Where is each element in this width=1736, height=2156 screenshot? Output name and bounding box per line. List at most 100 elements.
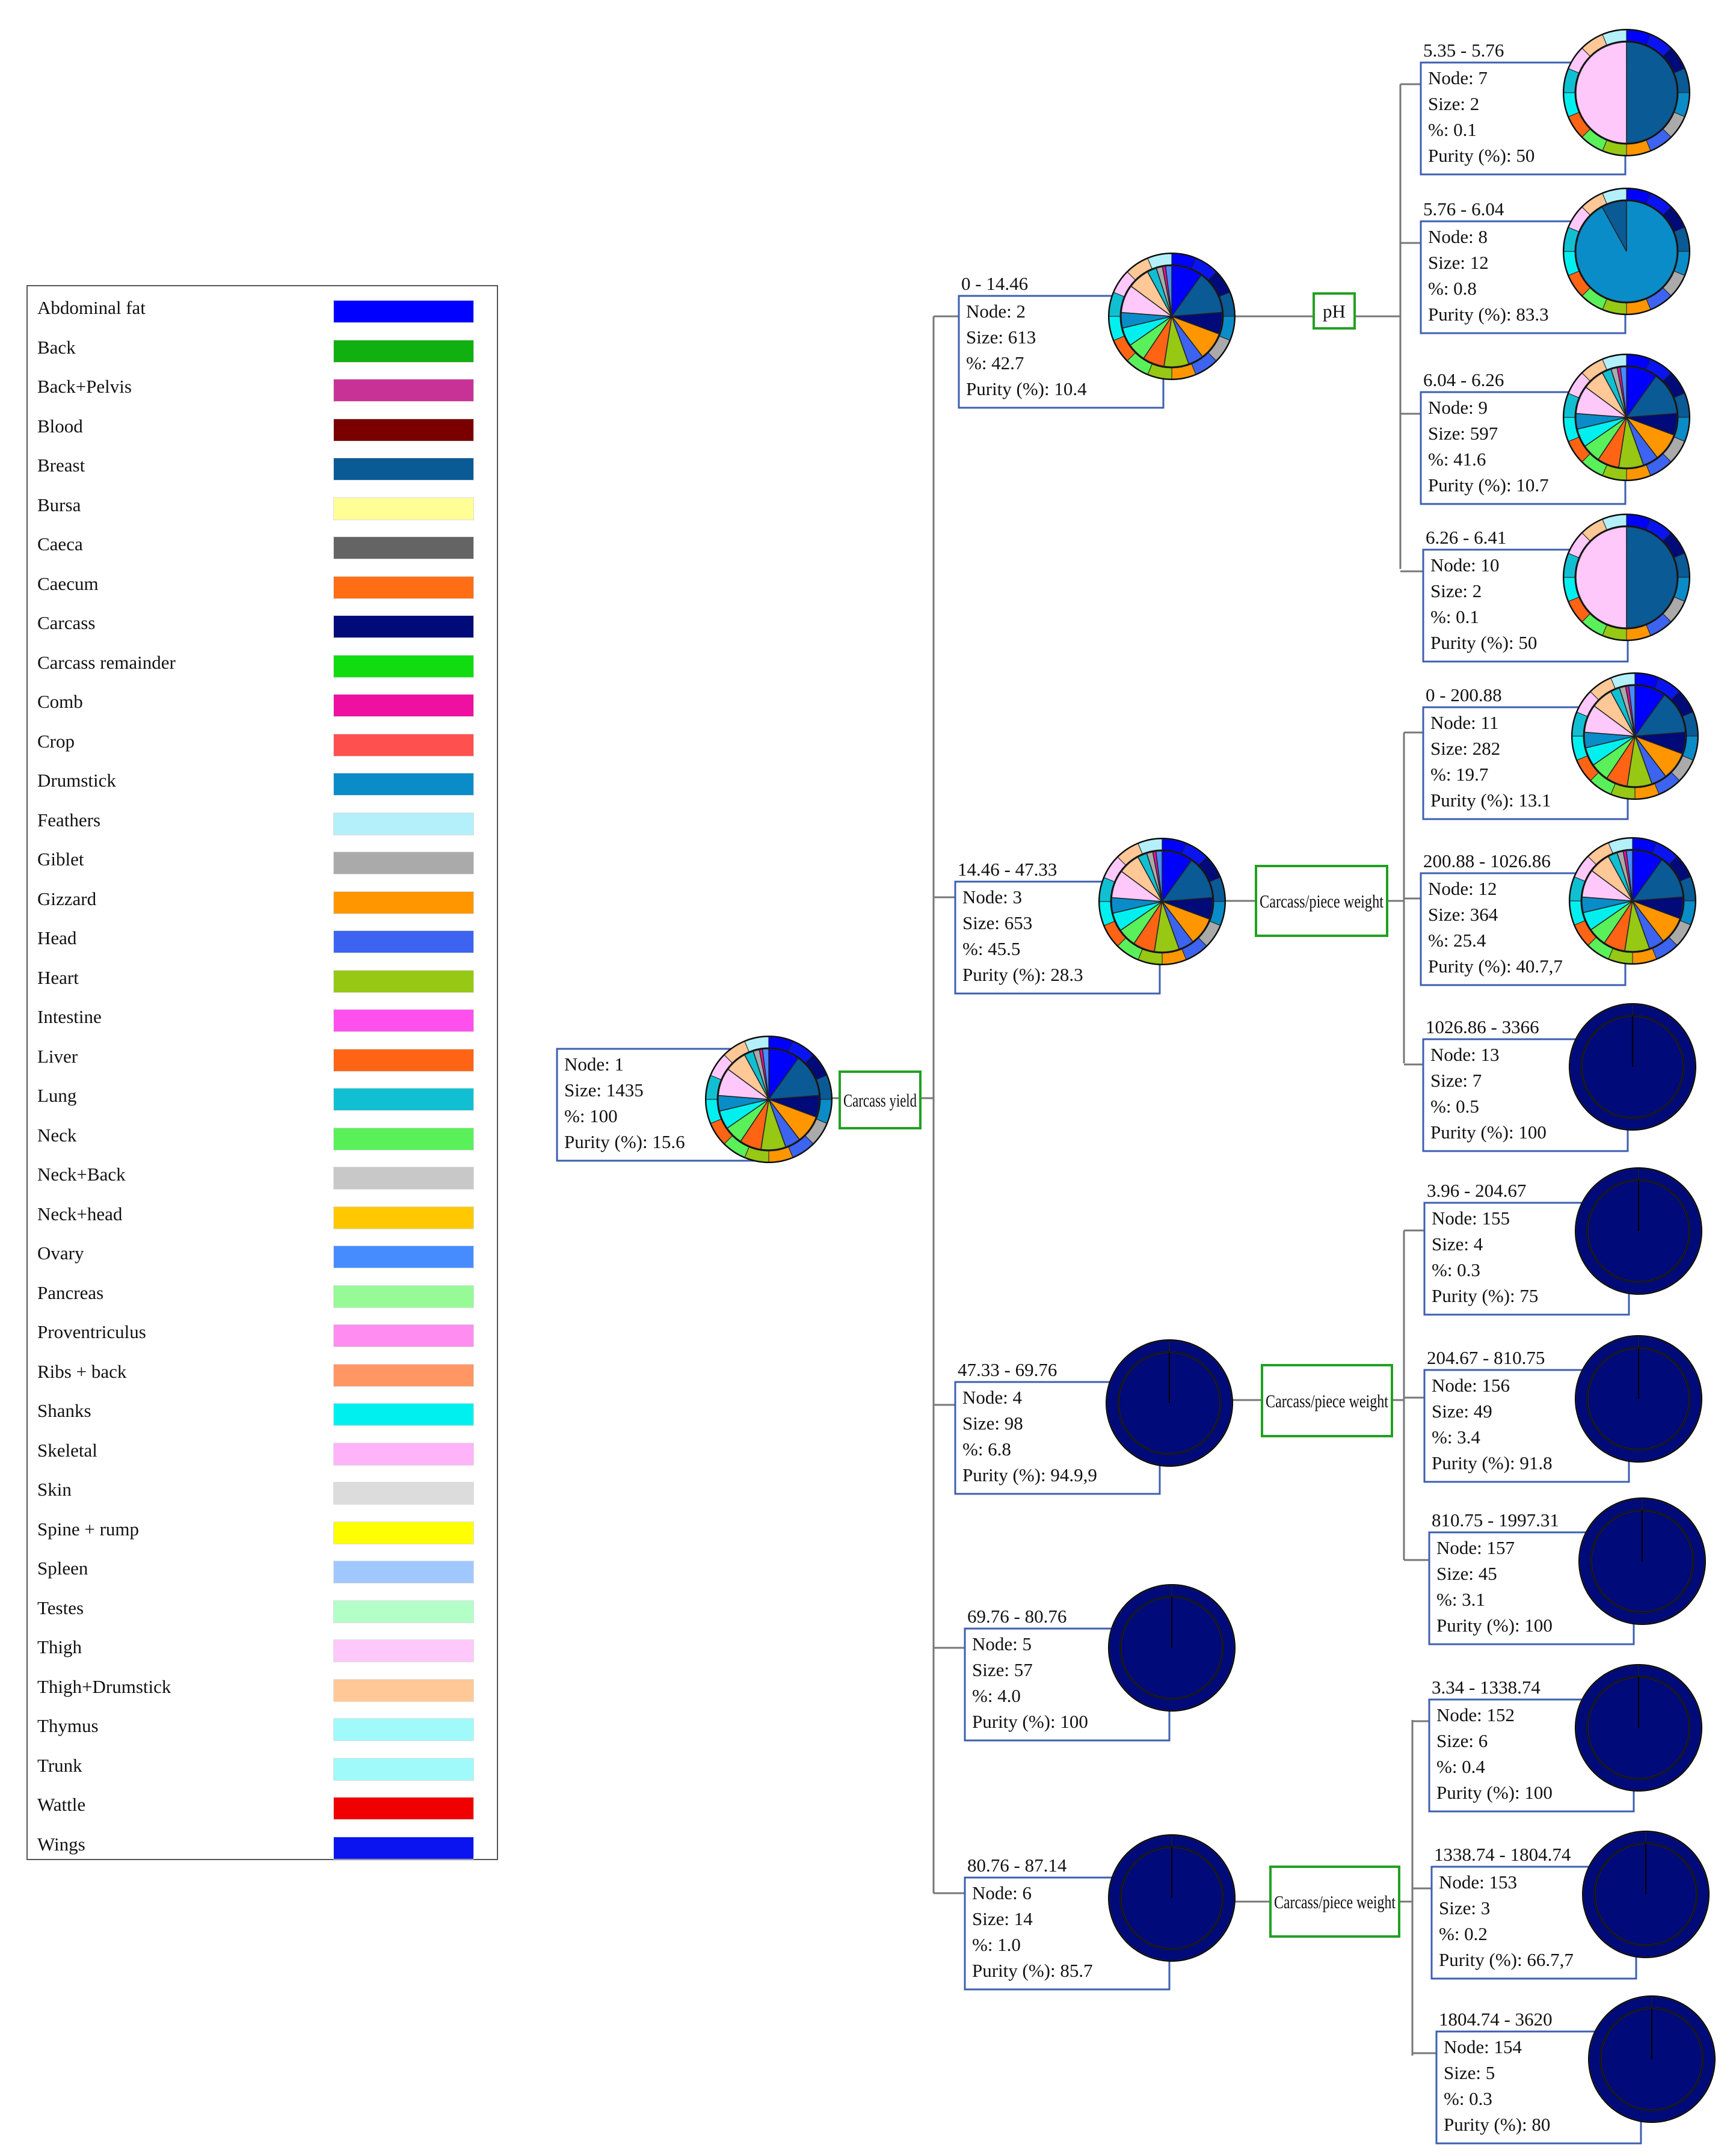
split-box-border [839, 1070, 922, 1129]
node-n156: 204.67 - 810.75 Node: 156 Size: 49 %: 3.4 Pu… [1423, 1335, 1702, 1483]
pie-ring-segment [1109, 1585, 1235, 1711]
legend-label: Testes [37, 1597, 84, 1618]
split-label: Carcass/piece weight [1266, 1390, 1388, 1411]
node-stat: Node: 5 [972, 1633, 1032, 1654]
legend-item: Breast [28, 450, 497, 490]
legend-item: Blood [28, 411, 497, 450]
legend-swatch [333, 1048, 474, 1072]
node-stat: Node: 2 [966, 301, 1026, 322]
node-range-label: 5.35 - 5.76 [1423, 40, 1504, 61]
node-n10: 6.26 - 6.41 Node: 10 Size: 2 %: 0.1 Purity (… [1422, 514, 1690, 663]
node-stat: %: 0.3 [1444, 2088, 1492, 2109]
node-stat: %: 0.1 [1430, 606, 1479, 627]
legend-swatch [333, 536, 474, 559]
legend-swatch [333, 576, 474, 599]
legend-label: Drumstick [37, 770, 116, 791]
node-n1: Node: 1 Size: 1435 %: 100 Purity (%): 15.6 [556, 1036, 833, 1163]
node-stat: %: 45.5 [962, 938, 1020, 959]
node-stat: Purity (%): 10.7 [1428, 475, 1549, 496]
pie-slice [1165, 265, 1172, 317]
pie-slice [1601, 200, 1627, 252]
pie-ring-segment [1147, 253, 1172, 269]
split-label: Carcass/piece weight [1274, 1891, 1396, 1912]
node-range-label: 6.04 - 6.26 [1423, 369, 1504, 390]
node-stat: Node: 157 [1436, 1537, 1515, 1558]
node-stat: %: 0.4 [1436, 1756, 1485, 1777]
legend-label: Ovary [37, 1242, 84, 1264]
legend-label: Wings [37, 1833, 85, 1855]
node-n157: 810.75 - 1997.31 Node: 157 Size: 45 %: 3.1 P… [1428, 1497, 1706, 1645]
node-stat: Purity (%): 100 [1436, 1782, 1553, 1803]
legend-swatch [333, 1206, 474, 1229]
pie-slice [1626, 41, 1678, 144]
node-stat: Node: 9 [1428, 397, 1488, 418]
legend-label: Ribs + back [37, 1360, 127, 1382]
node-stat: Size: 5 [1444, 2062, 1495, 2083]
node-stat: %: 0.1 [1428, 119, 1477, 140]
node-range-label: 3.96 - 204.67 [1427, 1180, 1526, 1201]
node-stat: Node: 7 [1428, 67, 1488, 88]
node-stat: Size: 613 [966, 327, 1036, 348]
node-n2: 0 - 14.46 Node: 2 Size: 613 %: 42.7 Purity (… [958, 253, 1236, 409]
legend-item: Comb [28, 686, 497, 726]
legend-swatch [333, 1442, 474, 1466]
node-stat: Node: 6 [972, 1882, 1032, 1903]
split-label: Carcass/piece weight [1260, 891, 1384, 912]
pie-ring-segment [744, 1036, 769, 1052]
node-stat: Node: 13 [1430, 1044, 1500, 1065]
node-stat: Purity (%): 80 [1444, 2114, 1550, 2135]
legend-item: Back+Pelvis [28, 371, 497, 411]
node-n13: 1026.86 - 3366 Node: 13 Size: 7 %: 0.5 Purit… [1422, 1003, 1696, 1152]
node-stat: %: 100 [564, 1105, 618, 1126]
node-stat: %: 41.6 [1428, 449, 1486, 470]
split-label: pH [1323, 301, 1346, 322]
node-stat: Size: 14 [972, 1908, 1033, 1929]
node-range-label: 0 - 14.46 [961, 273, 1028, 294]
node-stat: Purity (%): 28.3 [962, 964, 1083, 985]
pie-slice [1625, 850, 1633, 901]
node-n155: 3.96 - 204.67 Node: 155 Size: 4 %: 0.3 Purit… [1423, 1167, 1702, 1316]
split-labels: Carcass yield pH Carcass/piece weight Carca… [839, 292, 1400, 1938]
node-stat: Size: 2 [1430, 580, 1482, 601]
pie-ring-segment [1602, 29, 1627, 46]
pie-slice [1634, 694, 1686, 737]
node-stat: Size: 1435 [564, 1080, 644, 1101]
node-stat: Node: 154 [1444, 2036, 1522, 2057]
legend-label: Neck+head [37, 1203, 123, 1224]
legend-item: Thigh+Drumstick [28, 1671, 497, 1711]
pie-ring-segment [1579, 1498, 1705, 1624]
node-range-label: 810.75 - 1997.31 [1432, 1510, 1559, 1531]
legend-label: Carcass [37, 612, 96, 633]
node-range-label: 1804.74 - 3620 [1439, 2009, 1553, 2030]
node-n9: 6.04 - 6.26 Node: 9 Size: 597 %: 41.6 Purity… [1420, 354, 1690, 505]
legend-item: Ovary [28, 1238, 497, 1277]
node-stat: Purity (%): 91.8 [1432, 1452, 1553, 1473]
pie-slice [768, 1057, 820, 1100]
node-stat: %: 0.3 [1432, 1259, 1480, 1280]
node-pie-chart [1571, 672, 1699, 800]
node-stat: Purity (%): 10.4 [966, 378, 1087, 399]
node-pie-chart [1098, 838, 1226, 965]
legend-swatch [333, 615, 474, 638]
node-pie-chart [1588, 1995, 1716, 2123]
node-stat: Size: 98 [962, 1413, 1023, 1434]
node-stat: Purity (%): 100 [972, 1711, 1088, 1732]
node-stat: Purity (%): 100 [1436, 1615, 1553, 1636]
legend-item: Testes [28, 1592, 497, 1632]
node-stat: Size: 12 [1428, 252, 1489, 273]
node-stat: %: 3.4 [1432, 1427, 1480, 1448]
legend-label: Intestine [37, 1006, 102, 1027]
node-stat: Node: 152 [1436, 1704, 1515, 1725]
legend-label: Giblet [37, 849, 84, 870]
legend-swatch [333, 1561, 474, 1583]
legend-label: Thymus [37, 1715, 99, 1736]
legend-label: Caecum [37, 573, 99, 594]
legend-swatch [333, 812, 474, 835]
legend-item: Spine + rump [28, 1514, 497, 1553]
node-stat: %: 0.2 [1439, 1923, 1488, 1944]
legend-label: Pancreas [37, 1282, 104, 1303]
legend-label: Skin [37, 1479, 72, 1500]
node-range-label: 1338.74 - 1804.74 [1434, 1844, 1571, 1865]
node-stat: Node: 155 [1432, 1208, 1510, 1229]
